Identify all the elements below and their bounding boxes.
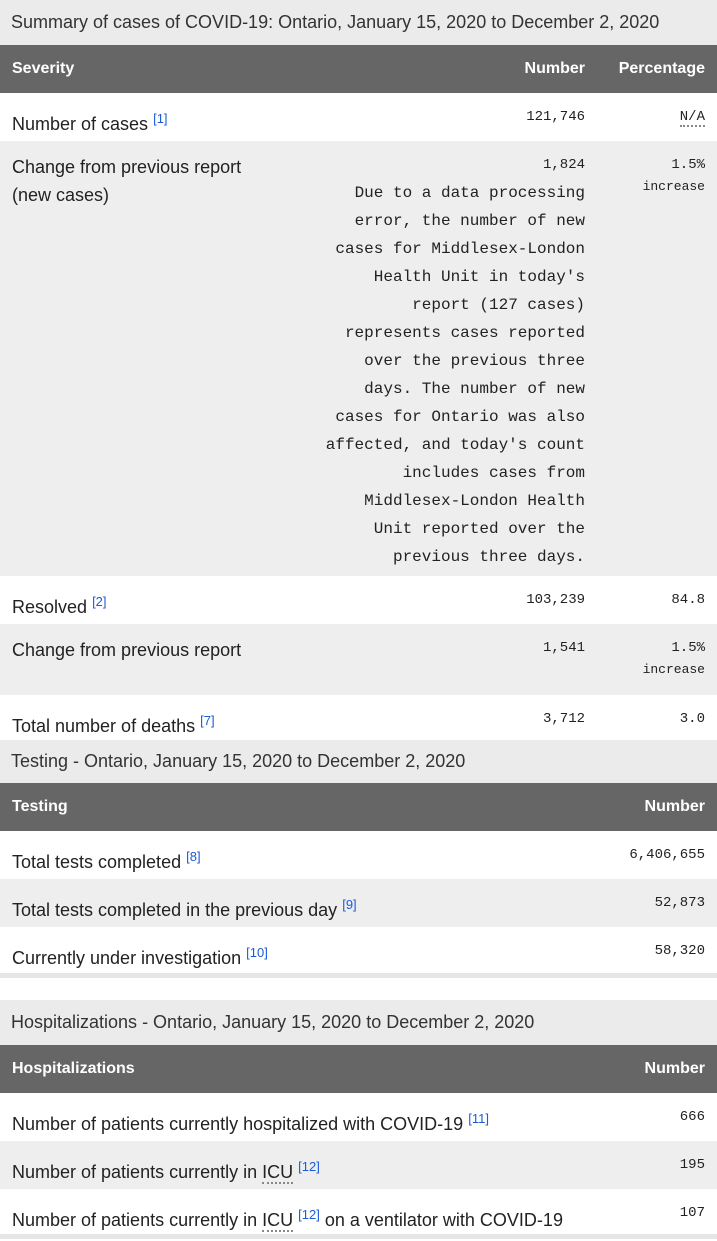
row-label: Total number of deaths	[12, 716, 196, 736]
row-number: 107	[679, 1204, 705, 1221]
row-label: Currently under investigation	[12, 948, 242, 968]
testing-caption: Testing - Ontario, January 15, 2020 to D…	[0, 740, 717, 783]
summary-table: Summary of cases of COVID-19: Ontario, J…	[0, 0, 717, 740]
footnote-link[interactable]: [8]	[186, 849, 201, 864]
hospitalizations-caption: Hospitalizations - Ontario, January 15, …	[0, 999, 717, 1045]
header-severity: Severity	[0, 45, 472, 93]
header-number: Number	[557, 783, 717, 831]
table-row: Change from previous report (new cases) …	[0, 141, 717, 576]
footnote-link[interactable]: [7]	[200, 713, 215, 728]
row-number: 3,712	[542, 711, 585, 727]
row-number: 103,239	[526, 592, 585, 608]
row-percentage-note: increase	[642, 662, 705, 677]
table-row: Number of patients currently in ICU [12]…	[0, 1189, 717, 1237]
footnote-link[interactable]: [1]	[153, 111, 168, 126]
row-number: 195	[617, 1140, 717, 1189]
table-row: Resolved [2] 103,239 84.8	[0, 576, 717, 624]
row-label: Change from previous report (new cases)	[12, 157, 242, 205]
row-label: Total tests completed	[12, 852, 182, 872]
row-number: 52,873	[557, 879, 717, 927]
header-testing: Testing	[0, 783, 557, 831]
spacer	[0, 978, 717, 1000]
icu-abbreviation[interactable]: ICU	[262, 1209, 294, 1232]
footnote-link[interactable]: [2]	[92, 594, 107, 609]
footnote-link[interactable]: [10]	[246, 945, 268, 960]
row-label: Number of patients currently hospitalize…	[12, 1113, 464, 1134]
header-number: Number	[472, 45, 597, 93]
table-row: Number of patients currently in ICU [12]…	[0, 1140, 717, 1189]
footnote-link[interactable]: [12]	[298, 1158, 320, 1174]
footnote-link[interactable]: [11]	[468, 1110, 489, 1126]
table-row: Number of patients currently hospitalize…	[0, 1093, 717, 1141]
row-note: Due to a data processing error, the numb…	[325, 184, 585, 566]
row-number: 121,746	[526, 109, 585, 125]
row-number: 6,406,655	[629, 847, 705, 863]
row-percentage: 3.0	[679, 711, 705, 727]
header-hospitalizations: Hospitalizations	[0, 1044, 617, 1093]
table-row: Currently under investigation [10] 58,32…	[0, 927, 717, 975]
row-percentage: 84.8	[671, 592, 705, 608]
table-row: Total tests completed in the previous da…	[0, 879, 717, 927]
icu-abbreviation[interactable]: ICU	[262, 1161, 294, 1184]
row-number: 58,320	[654, 943, 705, 959]
footnote-link[interactable]: [12]	[298, 1206, 320, 1222]
row-number: 1,541	[472, 624, 597, 695]
row-label: Resolved	[12, 597, 88, 617]
summary-caption: Summary of cases of COVID-19: Ontario, J…	[0, 0, 717, 45]
row-percentage-note: increase	[642, 179, 705, 194]
table-row: Total number of deaths [7] 3,712 3.0	[0, 695, 717, 740]
table-row: Number of cases [1] 121,746 N/A	[0, 93, 717, 141]
testing-table: Testing - Ontario, January 15, 2020 to D…	[0, 740, 717, 978]
row-percentage: N/A	[679, 109, 705, 127]
row-percentage: 1.5%	[671, 157, 705, 173]
row-label: Total tests completed in the previous da…	[12, 900, 338, 920]
row-number: 666	[679, 1108, 705, 1125]
table-row: Change from previous report 1,541 1.5% in…	[0, 624, 717, 695]
header-percentage: Percentage	[597, 45, 717, 93]
header-number: Number	[617, 1044, 717, 1093]
table-row: Total tests completed [8] 6,406,655	[0, 831, 717, 879]
row-label: Change from previous report	[12, 640, 242, 660]
hospitalizations-table: Hospitalizations - Ontario, January 15, …	[0, 999, 717, 1239]
row-label: Number of patients currently in	[12, 1161, 258, 1182]
row-number: 1,824	[542, 157, 585, 173]
footnote-link[interactable]: [9]	[342, 897, 357, 912]
row-label: Number of patients currently in	[12, 1209, 258, 1230]
row-label: Number of cases	[12, 114, 149, 134]
row-label-suffix: on a ventilator with COVID-19	[324, 1209, 563, 1230]
row-percentage: 1.5%	[671, 640, 705, 656]
